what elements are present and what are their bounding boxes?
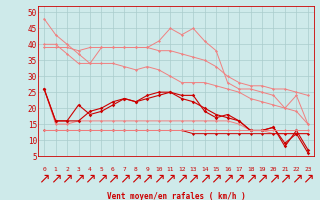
X-axis label: Vent moyen/en rafales ( km/h ): Vent moyen/en rafales ( km/h ): [107, 192, 245, 200]
